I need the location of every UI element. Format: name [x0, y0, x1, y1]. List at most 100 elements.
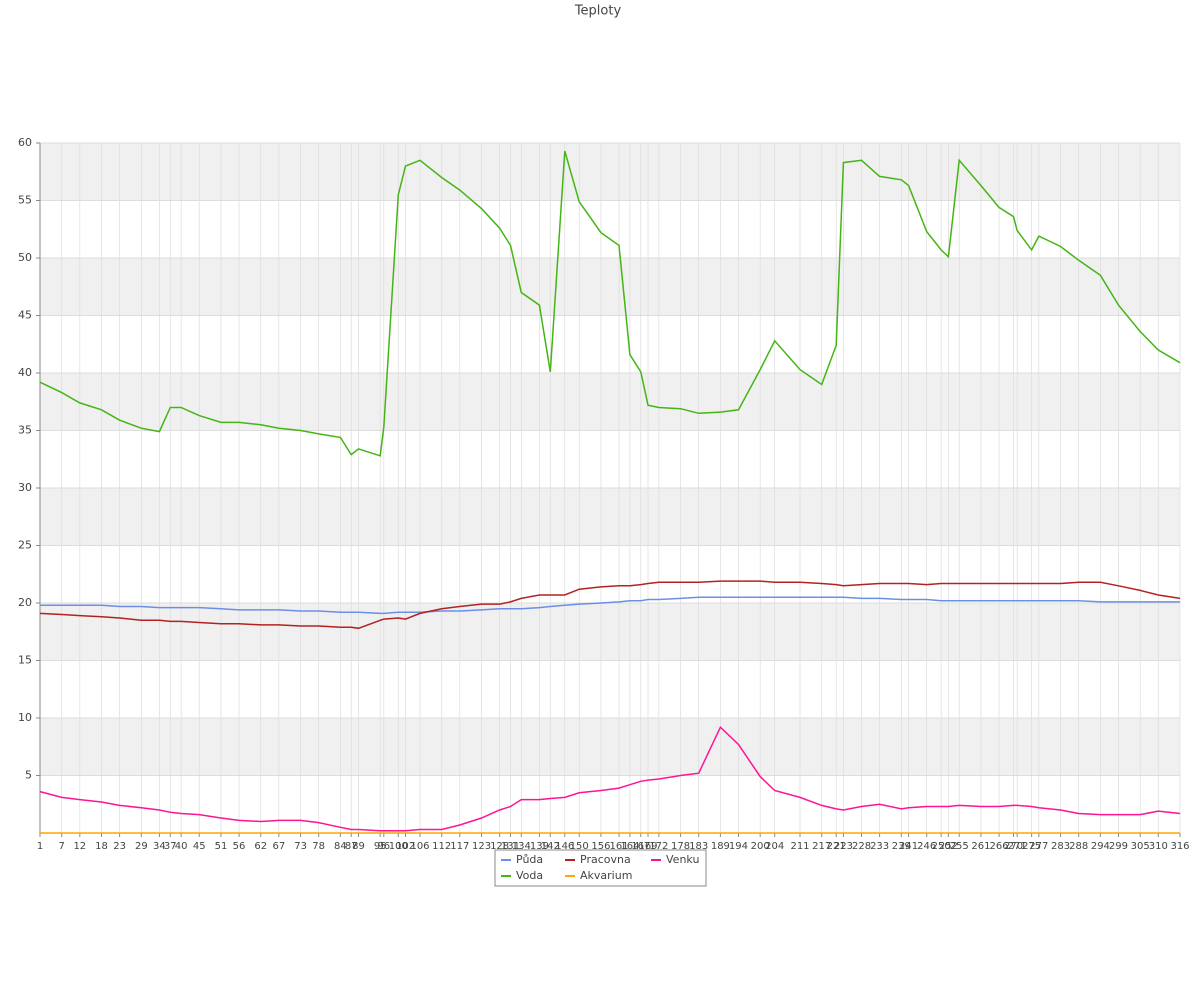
x-tick-label: 239 — [892, 841, 911, 852]
x-tick-label: 1 — [37, 841, 43, 852]
x-tick-label: 169 — [638, 841, 657, 852]
legend-label: Voda — [516, 869, 543, 882]
x-tick-label: 310 — [1149, 841, 1168, 852]
x-tick-label: 100 — [389, 841, 408, 852]
x-tick-label: 316 — [1170, 841, 1189, 852]
x-tick-label: 112 — [432, 841, 451, 852]
x-tick-label: 51 — [215, 841, 228, 852]
x-tick-label: 56 — [233, 841, 246, 852]
x-tick-label: 62 — [254, 841, 267, 852]
y-tick-label: 25 — [18, 539, 32, 552]
x-tick-label: 305 — [1131, 841, 1150, 852]
x-tick-label: 266 — [990, 841, 1009, 852]
x-tick-label: 221 — [827, 841, 846, 852]
x-tick-label: 223 — [834, 841, 853, 852]
grid-band — [40, 143, 1180, 201]
legend-box — [494, 849, 707, 887]
legend-label: Půda — [516, 853, 543, 866]
x-tick-label: 29 — [135, 841, 148, 852]
x-tick-label: 131 — [501, 841, 520, 852]
y-tick-label: 10 — [18, 711, 32, 724]
x-tick-label: 34 — [153, 841, 166, 852]
x-tick-label: 156 — [591, 841, 610, 852]
x-tick-label: 23 — [113, 841, 126, 852]
grid-band — [40, 718, 1180, 776]
x-tick-label: 40 — [175, 841, 188, 852]
x-tick-label: 183 — [689, 841, 708, 852]
x-tick-label: 241 — [899, 841, 918, 852]
x-tick-label: 117 — [450, 841, 469, 852]
x-tick-label: 189 — [711, 841, 730, 852]
x-tick-label: 89 — [352, 841, 365, 852]
x-tick-label: 7 — [59, 841, 65, 852]
x-tick-label: 87 — [345, 841, 358, 852]
grid-band — [40, 258, 1180, 316]
x-tick-label: 246 — [917, 841, 936, 852]
grid-band — [40, 373, 1180, 431]
y-tick-label: 5 — [25, 769, 32, 782]
legend-label: Akvarium — [580, 869, 632, 882]
x-tick-label: 134 — [512, 841, 531, 852]
x-tick-label: 102 — [396, 841, 415, 852]
x-tick-label: 194 — [729, 841, 748, 852]
x-tick-label: 167 — [631, 841, 650, 852]
series-line — [39, 725, 1181, 832]
x-tick-label: 106 — [410, 841, 429, 852]
x-tick-label: 200 — [751, 841, 770, 852]
y-tick-label: 35 — [18, 424, 32, 437]
y-tick-label: 55 — [18, 194, 32, 207]
x-tick-label: 250 — [932, 841, 951, 852]
x-tick-label: 299 — [1109, 841, 1128, 852]
grid-band — [40, 603, 1180, 661]
x-tick-label: 139 — [530, 841, 549, 852]
y-tick-label: 40 — [18, 366, 32, 379]
x-tick-label: 217 — [812, 841, 831, 852]
x-tick-label: 37 — [164, 841, 177, 852]
x-tick-label: 294 — [1091, 841, 1110, 852]
x-tick-label: 146 — [555, 841, 574, 852]
x-tick-label: 95 — [374, 841, 387, 852]
x-tick-label: 233 — [870, 841, 889, 852]
x-tick-label: 275 — [1022, 841, 1041, 852]
x-tick-label: 270 — [1004, 841, 1023, 852]
y-tick-label: 60 — [18, 136, 32, 149]
x-tick-label: 252 — [939, 841, 958, 852]
x-tick-label: 283 — [1051, 841, 1070, 852]
x-tick-label: 45 — [193, 841, 206, 852]
x-tick-label: 128 — [490, 841, 509, 852]
grid-band — [40, 488, 1180, 546]
x-tick-label: 84 — [334, 841, 347, 852]
x-tick-label: 271 — [1008, 841, 1027, 852]
x-tick-label: 150 — [570, 841, 589, 852]
y-tick-label: 45 — [18, 309, 32, 322]
x-tick-label: 211 — [790, 841, 809, 852]
legend-label: Pracovna — [580, 853, 631, 866]
series-line — [39, 580, 1181, 630]
x-tick-label: 161 — [610, 841, 629, 852]
x-tick-label: 228 — [852, 841, 871, 852]
x-tick-label: 123 — [472, 841, 491, 852]
y-tick-label: 30 — [18, 481, 32, 494]
x-tick-label: 172 — [649, 841, 668, 852]
x-tick-label: 164 — [620, 841, 639, 852]
y-tick-label: 20 — [18, 596, 32, 609]
x-tick-label: 18 — [95, 841, 108, 852]
x-tick-label: 67 — [272, 841, 285, 852]
x-tick-label: 96 — [377, 841, 390, 852]
x-tick-label: 12 — [73, 841, 86, 852]
x-tick-label: 204 — [765, 841, 784, 852]
y-tick-label: 50 — [18, 251, 32, 264]
chart-title: Teploty — [574, 4, 622, 19]
series-line — [40, 596, 1180, 615]
x-tick-label: 78 — [312, 841, 325, 852]
y-tick-label: 15 — [18, 654, 32, 667]
x-tick-label: 261 — [971, 841, 990, 852]
x-tick-label: 178 — [671, 841, 690, 852]
series-line — [39, 150, 1181, 457]
legend-label: Venku — [666, 853, 699, 866]
x-tick-label: 255 — [950, 841, 969, 852]
x-tick-label: 142 — [541, 841, 560, 852]
x-tick-label: 277 — [1029, 841, 1048, 852]
